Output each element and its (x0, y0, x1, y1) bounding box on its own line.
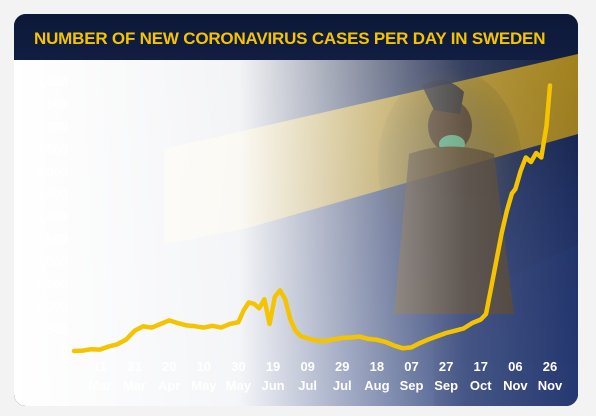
x-tick-day-label: 18 (370, 359, 384, 374)
x-tick-month-label: Mar (88, 378, 111, 393)
x-tick-day-label: 20 (162, 359, 176, 374)
x-tick-day-label: 17 (474, 359, 488, 374)
x-tick-day-label: 19 (266, 359, 280, 374)
chart-canvas: NUMBER OF NEW CORONAVIRUS CASES PER DAY … (14, 14, 578, 406)
x-tick-month-label: Jul (333, 378, 352, 393)
y-tick-label: 6,000 (35, 74, 68, 89)
y-tick-label: 0 (61, 344, 68, 359)
x-tick-day-label: 11 (93, 359, 107, 374)
x-tick-day-label: 06 (508, 359, 522, 374)
x-tick-day-label: 30 (231, 359, 245, 374)
x-tick-month-label: Aug (364, 378, 389, 393)
x-tick-month-label: Apr (158, 378, 180, 393)
x-tick-day-label: 10 (197, 359, 211, 374)
chart-title: NUMBER OF NEW CORONAVIRUS CASES PER DAY … (34, 29, 545, 48)
x-tick-day-label: 07 (404, 359, 418, 374)
y-tick-label: 3,000 (35, 209, 68, 224)
x-tick-month-label: Jun (261, 378, 284, 393)
y-tick-label: 500 (46, 322, 68, 337)
chart-card: NUMBER OF NEW CORONAVIRUS CASES PER DAY … (14, 14, 578, 406)
x-tick-month-label: Sep (400, 378, 424, 393)
y-tick-label: 4,500 (35, 142, 68, 157)
y-tick-label: 1,000 (35, 299, 68, 314)
x-tick-day-label: 29 (335, 359, 349, 374)
x-tick-month-label: May (191, 378, 217, 393)
x-tick-month-label: Sep (434, 378, 458, 393)
y-tick-label: 5,000 (35, 119, 68, 134)
y-tick-label: 3,500 (35, 187, 68, 202)
y-tick-label: 2,500 (35, 232, 68, 247)
x-tick-month-label: Mar (123, 378, 146, 393)
x-tick-month-label: Oct (470, 378, 492, 393)
x-tick-day-label: 26 (543, 359, 557, 374)
x-axis: 11 Mar 31 Mar 20 Apr 10 May 30 May 19 Jun 09 Jul 29 Jul… (88, 359, 563, 393)
x-tick-day-label: 09 (300, 359, 314, 374)
y-tick-label: 1,500 (35, 277, 68, 292)
x-tick-day-label: 27 (439, 359, 453, 374)
y-axis: 0 500 1,000 1,500 2,000 2,500 3,000 3,500 4,000 4… (35, 74, 68, 359)
y-tick-label: 5,500 (35, 97, 68, 112)
x-tick-day-label: 31 (127, 359, 141, 374)
y-tick-label: 4,000 (35, 164, 68, 179)
series-group (71, 83, 553, 354)
plot-area (14, 60, 578, 406)
y-tick-label: 2,000 (35, 254, 68, 269)
x-tick-month-label: Jul (298, 378, 317, 393)
x-tick-month-label: May (226, 378, 252, 393)
x-tick-month-label: Nov (538, 378, 563, 393)
x-tick-month-label: Nov (503, 378, 528, 393)
